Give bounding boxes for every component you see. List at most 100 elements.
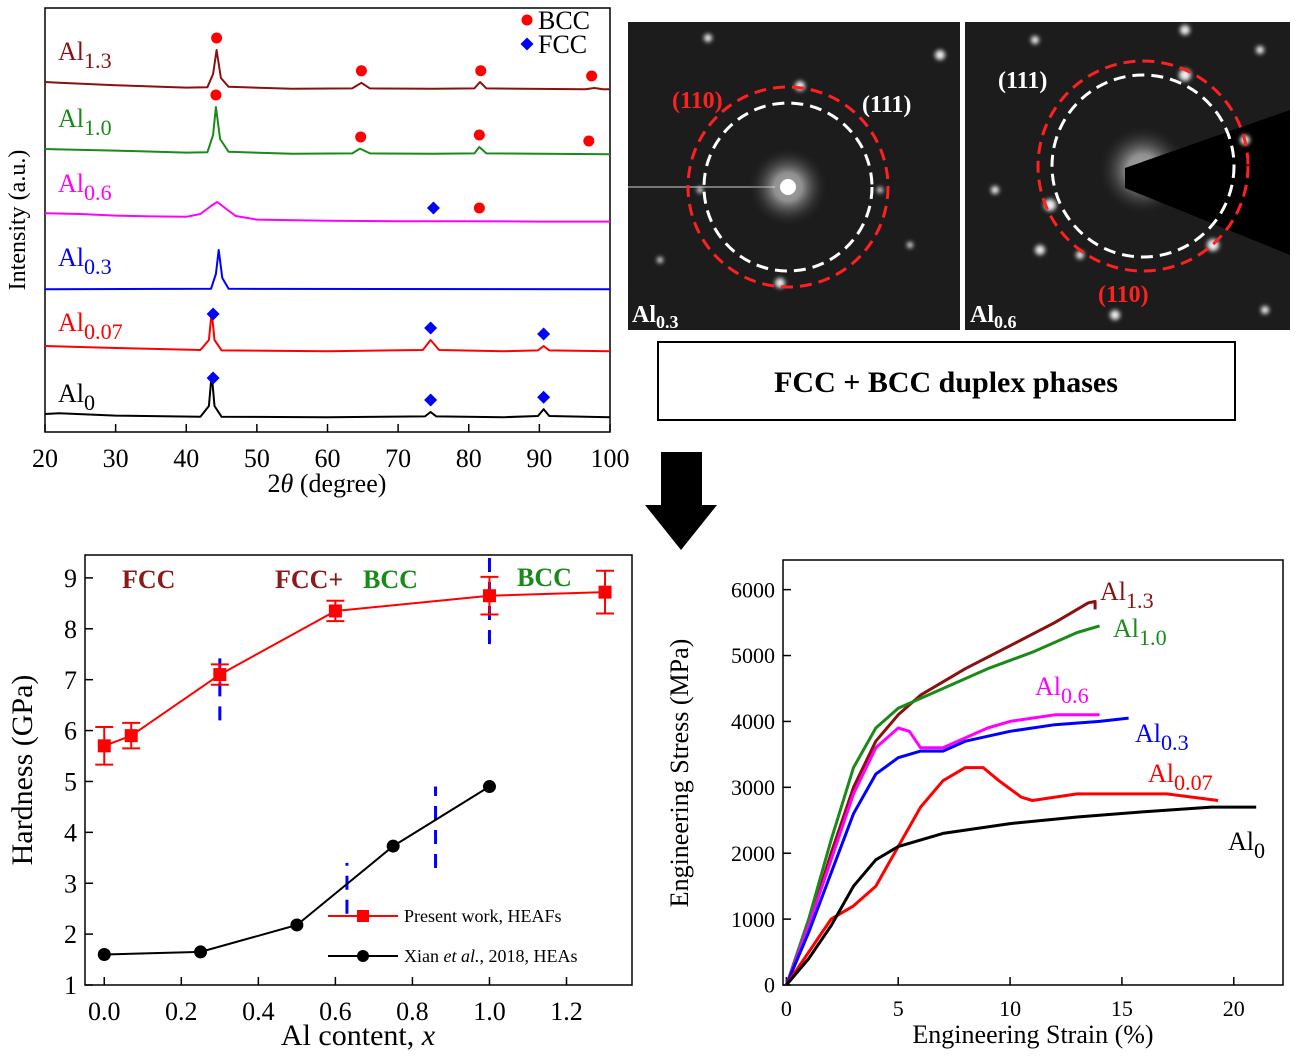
y-tick-label: 5000 bbox=[731, 643, 775, 668]
marker bbox=[475, 65, 487, 77]
ring-label: (110) bbox=[672, 88, 723, 114]
label-subscript: 0.6 bbox=[994, 312, 1017, 332]
legend-part: , 2018, HEAs bbox=[480, 946, 578, 966]
marker bbox=[473, 129, 485, 141]
series-line bbox=[44, 106, 611, 156]
label-subscript: 0.07 bbox=[1174, 770, 1213, 795]
image-label: Al0.6 bbox=[970, 302, 1017, 332]
series-label: Al1.0 bbox=[1113, 614, 1167, 650]
series-label: Al1.3 bbox=[1100, 577, 1154, 613]
x-tick-label: 60 bbox=[315, 444, 341, 473]
marker bbox=[520, 37, 534, 51]
x-tick-label: 0.0 bbox=[88, 997, 121, 1026]
y-tick-label: 6 bbox=[64, 717, 77, 746]
label-base: Al bbox=[1135, 719, 1161, 748]
x-tick-label: 80 bbox=[456, 444, 482, 473]
label-base: Al bbox=[1148, 759, 1174, 788]
marker bbox=[386, 839, 400, 853]
marker bbox=[97, 739, 111, 753]
y-tick-label: 3000 bbox=[731, 775, 775, 800]
region-label: BCC bbox=[517, 563, 572, 592]
y-tick-label: 7 bbox=[64, 666, 77, 695]
x-tick-label: 50 bbox=[244, 444, 270, 473]
marker bbox=[586, 70, 598, 82]
y-tick-label: 2 bbox=[64, 920, 77, 949]
summary-box bbox=[657, 341, 1236, 421]
x-tick-label: 10 bbox=[999, 996, 1021, 1021]
y-axis-title: Hardness (GPa) bbox=[6, 675, 39, 866]
label-subscript: 0.6 bbox=[1061, 683, 1089, 708]
ring-label: (111) bbox=[998, 68, 1047, 94]
y-tick-label: 6000 bbox=[731, 577, 775, 602]
x-tick-label: 20 bbox=[1223, 996, 1245, 1021]
y-tick-label: 5 bbox=[64, 768, 77, 797]
label-subscript: 0 bbox=[1254, 838, 1265, 863]
legend-part: et al. bbox=[444, 946, 480, 966]
marker bbox=[537, 327, 551, 341]
region-label: BCC bbox=[363, 565, 418, 594]
label-base: Al bbox=[1035, 672, 1061, 701]
series-line bbox=[44, 373, 611, 419]
label-subscript: 0 bbox=[84, 390, 95, 415]
y-tick-label: 2000 bbox=[731, 841, 775, 866]
x-tick-label: 15 bbox=[1111, 996, 1133, 1021]
x-tick-label: 90 bbox=[526, 444, 552, 473]
marker bbox=[355, 131, 367, 143]
marker bbox=[424, 393, 438, 407]
marker bbox=[473, 202, 485, 214]
arrow bbox=[645, 452, 717, 550]
legend-label: Present work, HEAFs bbox=[404, 906, 562, 926]
x-tick-label: 70 bbox=[385, 444, 411, 473]
legend-marker bbox=[521, 14, 533, 26]
series-label: Al0 bbox=[58, 379, 95, 415]
x-tick-label: 0.6 bbox=[319, 997, 352, 1026]
x-tick-label: 20 bbox=[32, 444, 58, 473]
marker bbox=[583, 135, 595, 147]
legend-label: BCC bbox=[538, 6, 590, 35]
label-base: Al bbox=[58, 243, 84, 272]
series-line bbox=[44, 249, 611, 291]
series-label: Al0.07 bbox=[1148, 759, 1213, 795]
marker bbox=[211, 32, 223, 44]
label-base: Al bbox=[58, 37, 84, 66]
summary-text: FCC + BCC duplex phases bbox=[774, 366, 1118, 399]
label-subscript: 1.3 bbox=[84, 48, 112, 73]
label-base: Al bbox=[632, 302, 656, 328]
series-line bbox=[103, 591, 606, 747]
label-base: Al bbox=[58, 104, 84, 133]
label-subscript: 0.3 bbox=[84, 254, 112, 279]
series-line bbox=[784, 624, 1101, 986]
label-subscript: 0.3 bbox=[1161, 730, 1189, 755]
series-line bbox=[785, 766, 1219, 986]
x-tick-label: 0.4 bbox=[242, 997, 275, 1026]
legend-label: Xian et al., 2018, HEAs bbox=[404, 946, 578, 966]
x-tick-label: 0.2 bbox=[165, 997, 198, 1026]
series-label: Al0 bbox=[1228, 827, 1265, 863]
marker bbox=[290, 918, 304, 932]
marker bbox=[213, 668, 227, 682]
marker bbox=[124, 729, 138, 743]
label-subscript: 1.3 bbox=[1126, 588, 1154, 613]
x-tick-label: 40 bbox=[173, 444, 199, 473]
title-part: Al content, bbox=[281, 1019, 422, 1052]
marker bbox=[206, 307, 220, 321]
marker bbox=[424, 321, 438, 335]
series-label: Al0.6 bbox=[1035, 672, 1089, 708]
y-tick-label: 9 bbox=[64, 564, 77, 593]
axis-title: 2θ (degree) bbox=[268, 469, 387, 498]
axis-title: Al content, x bbox=[281, 1019, 436, 1052]
series-label: Al1.3 bbox=[58, 37, 112, 73]
x-tick-label: 1.2 bbox=[550, 997, 583, 1026]
label-base: Al bbox=[58, 308, 84, 337]
series-line bbox=[785, 716, 1129, 986]
y-tick-label: 8 bbox=[64, 615, 77, 644]
y-tick-label: 4000 bbox=[731, 709, 775, 734]
marker bbox=[210, 89, 222, 101]
title-part: θ bbox=[281, 469, 294, 498]
ring-label: (111) bbox=[862, 92, 911, 118]
y-axis-title: Intensity (a.u.) bbox=[5, 150, 31, 291]
legend-part: Xian bbox=[404, 946, 444, 966]
marker bbox=[537, 390, 551, 404]
x-tick-label: 0 bbox=[781, 996, 792, 1021]
y-tick-label: 1 bbox=[64, 971, 77, 1000]
